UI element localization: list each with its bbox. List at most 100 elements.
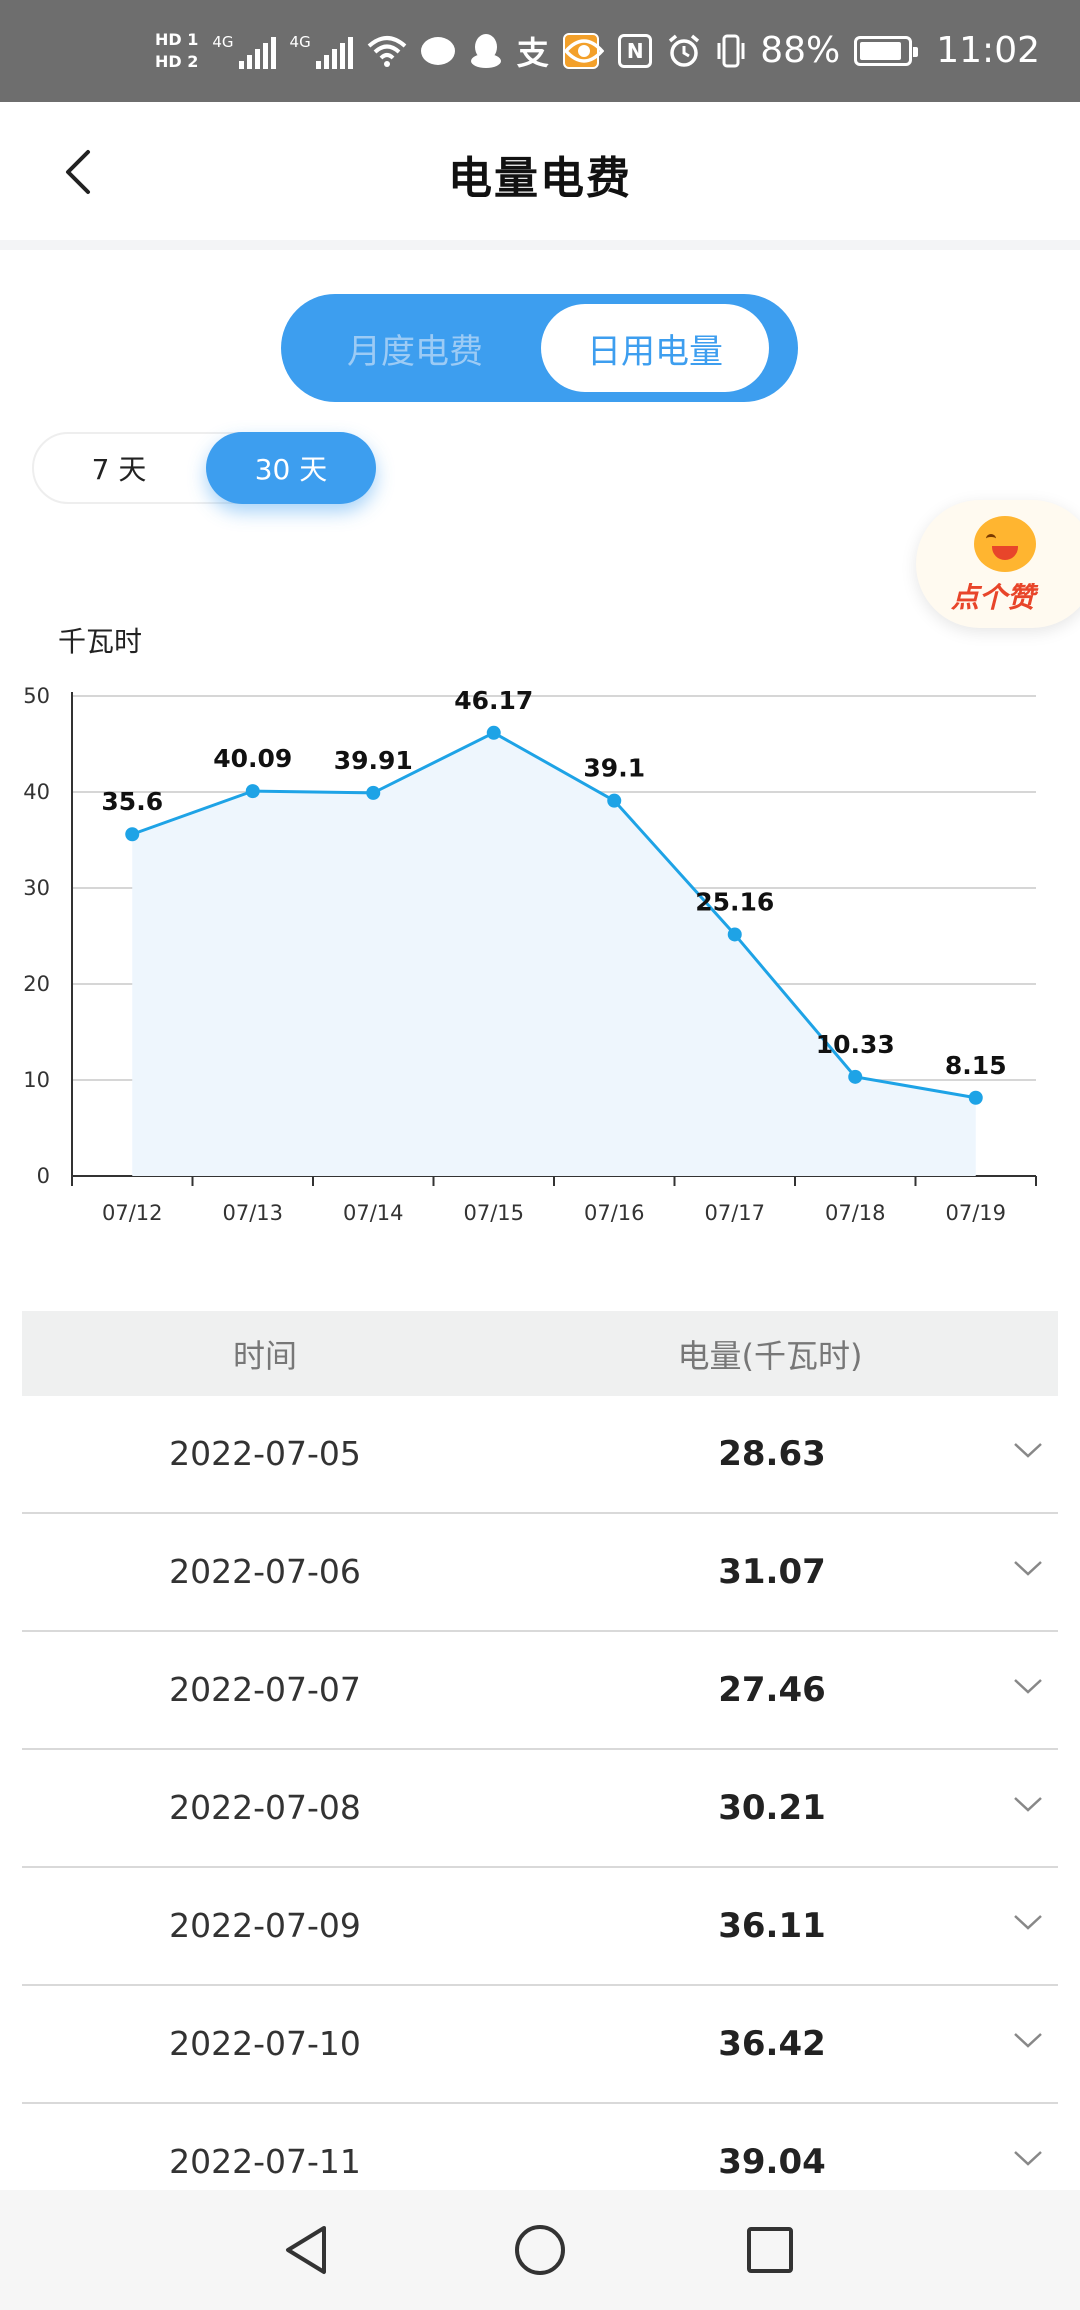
row-date: 2022-07-06 — [169, 1552, 361, 1591]
alarm-icon — [669, 34, 700, 67]
x-tick-label: 07/12 — [102, 1201, 163, 1225]
signal-1-icon: 4G — [212, 33, 276, 69]
table-row[interactable]: 2022-07-05 28.63 — [22, 1396, 1058, 1514]
row-date: 2022-07-11 — [169, 2142, 361, 2181]
x-tick-label: 07/16 — [584, 1201, 645, 1225]
row-date: 2022-07-09 — [169, 1906, 361, 1945]
hd2-label: HD 2 — [155, 52, 199, 71]
data-point — [486, 725, 501, 740]
battery-icon — [854, 35, 919, 66]
tab-daily-usage[interactable]: 日用电量 — [541, 304, 769, 392]
net2-label: 4G — [289, 33, 311, 51]
data-point — [727, 927, 742, 942]
usage-chart: 千瓦时 0 10 20 30 40 50 35.6 07/12 40.09 07/13 39.91 0… — [0, 610, 1080, 1250]
chevron-down-icon[interactable] — [1012, 1792, 1044, 1816]
status-bar: HD 1 HD 2 4G 4G 支 — [0, 0, 1080, 102]
chevron-down-icon[interactable] — [1012, 1438, 1044, 1462]
status-right: N 88% 11:02 — [564, 30, 1040, 71]
nfc-icon: N — [618, 33, 653, 68]
tab-monthly-fee[interactable]: 月度电费 — [347, 331, 483, 372]
back-triangle-icon[interactable] — [278, 2220, 338, 2280]
table-row[interactable]: 2022-07-06 31.07 — [22, 1514, 1058, 1632]
smiley-icon — [974, 516, 1036, 572]
data-label: 25.16 — [695, 887, 774, 916]
data-point — [848, 1069, 863, 1084]
usage-table: 时间 电量(千瓦时) 2022-07-05 28.63 2022-07-06 3… — [22, 1311, 1058, 2222]
data-label: 39.1 — [583, 754, 645, 783]
table-row[interactable]: 2022-07-08 30.21 — [22, 1750, 1058, 1868]
data-label: 40.09 — [213, 744, 292, 773]
header-divider — [0, 240, 1080, 250]
back-arrow-icon[interactable] — [50, 142, 110, 202]
row-value: 31.07 — [718, 1552, 826, 1592]
alipay-icon: 支 — [516, 34, 549, 72]
signal-2-icon: 4G — [290, 33, 353, 69]
hd1-label: HD 1 — [155, 30, 199, 49]
like-text: 点个赞 — [951, 581, 1036, 614]
y-tick-label: 10 — [23, 1068, 50, 1092]
range-30-days[interactable]: 30 天 — [206, 432, 376, 504]
table-row[interactable]: 2022-07-10 36.42 — [22, 1986, 1058, 2104]
series-line — [131, 731, 977, 1100]
row-date: 2022-07-08 — [169, 1788, 361, 1827]
y-axis-unit: 千瓦时 — [58, 625, 143, 658]
page-title: 电量电费 — [448, 153, 632, 204]
home-circle-icon[interactable] — [510, 2220, 570, 2280]
range-7-days[interactable]: 7 天 — [91, 453, 147, 486]
series-area — [132, 732, 976, 1176]
data-point — [366, 785, 381, 800]
chart-svg: 0 10 20 30 40 50 35.6 07/12 40.09 07/13 39.91 07/14… — [23, 684, 1037, 1225]
qq-icon — [470, 34, 501, 68]
wifi-icon — [367, 36, 407, 67]
battery-percent: 88% — [760, 30, 841, 71]
vibrate-icon — [717, 34, 745, 67]
x-tick-label: 07/13 — [222, 1201, 283, 1225]
data-label: 39.91 — [334, 746, 413, 775]
table-row[interactable]: 2022-07-07 27.46 — [22, 1632, 1058, 1750]
recents-square-icon[interactable] — [740, 2220, 800, 2280]
chevron-down-icon[interactable] — [1012, 1910, 1044, 1934]
data-point — [245, 784, 260, 799]
like-badge[interactable]: 点个赞 — [916, 500, 1080, 628]
status-left: HD 1 HD 2 4G 4G 支 — [155, 28, 599, 74]
page-header: 电量电费 — [0, 102, 1080, 240]
x-tick-label: 07/14 — [343, 1201, 404, 1225]
data-label: 8.15 — [945, 1051, 1007, 1080]
y-tick-label: 20 — [23, 972, 50, 996]
chevron-down-icon[interactable] — [1012, 1674, 1044, 1698]
range-toggle: 7 天 30 天 — [32, 432, 376, 504]
chevron-down-icon[interactable] — [1012, 1556, 1044, 1580]
row-value: 36.42 — [718, 2024, 826, 2064]
row-value: 28.63 — [718, 1434, 826, 1474]
x-tick-label: 07/19 — [945, 1201, 1006, 1225]
hd-indicator: HD 1 HD 2 — [155, 29, 198, 73]
chevron-down-icon[interactable] — [1012, 2028, 1044, 2052]
row-date: 2022-07-10 — [169, 2024, 361, 2063]
system-nav-bar — [0, 2190, 1080, 2310]
message-icon — [420, 37, 455, 65]
row-value: 30.21 — [718, 1788, 826, 1828]
x-tick-label: 07/17 — [704, 1201, 765, 1225]
table-row[interactable]: 2022-07-09 36.11 — [22, 1868, 1058, 1986]
data-label: 35.6 — [101, 787, 163, 816]
y-tick-label: 0 — [37, 1164, 50, 1188]
table-header: 时间 电量(千瓦时) — [22, 1311, 1058, 1396]
row-value: 27.46 — [718, 1670, 826, 1710]
data-point — [125, 827, 140, 842]
y-tick-label: 30 — [23, 876, 50, 900]
row-value: 39.04 — [718, 2142, 826, 2182]
nfc-label: N — [626, 38, 644, 63]
row-date: 2022-07-05 — [169, 1434, 361, 1473]
data-label: 10.33 — [816, 1030, 895, 1059]
net1-label: 4G — [212, 33, 234, 51]
row-date: 2022-07-07 — [169, 1670, 361, 1709]
x-tick-label: 07/18 — [825, 1201, 886, 1225]
row-value: 36.11 — [718, 1906, 826, 1946]
table-rows: 2022-07-05 28.63 2022-07-06 31.07 2022-0… — [22, 1396, 1058, 2222]
y-tick-label: 40 — [23, 780, 50, 804]
header-value: 电量(千瓦时) — [677, 1336, 863, 1375]
chevron-down-icon[interactable] — [1012, 2146, 1044, 2170]
main-tab-switch: 月度电费 日用电量 — [281, 294, 798, 402]
header-date: 时间 — [232, 1336, 297, 1375]
